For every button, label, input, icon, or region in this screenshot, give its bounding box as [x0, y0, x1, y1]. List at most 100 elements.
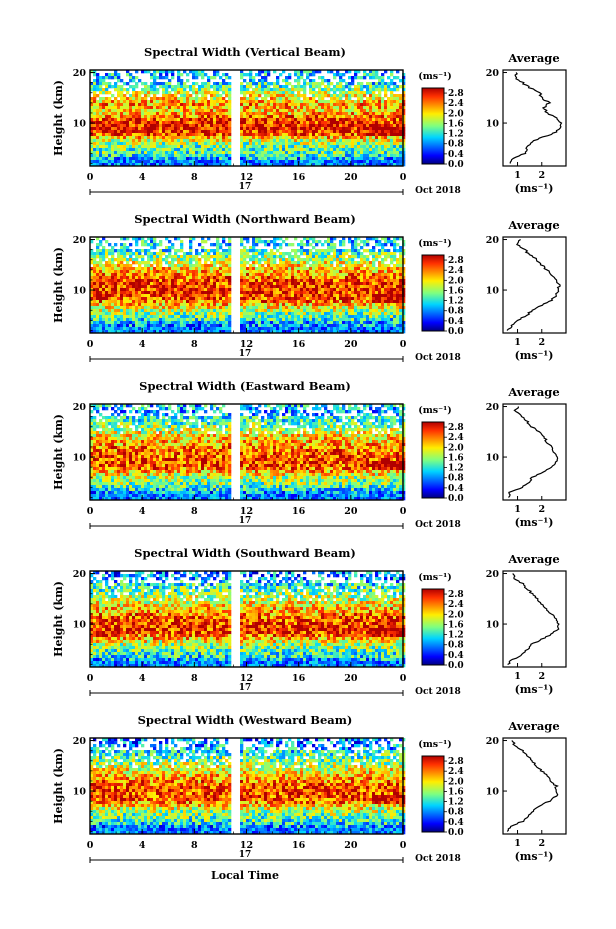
- colorbar-tick-label: 0.4: [448, 818, 464, 828]
- x-tick-label: 0: [87, 506, 94, 517]
- x-tick-label: 12: [240, 172, 253, 183]
- x-tick-label: 0: [400, 172, 407, 183]
- profile-x-label: (ms⁻¹): [515, 683, 554, 696]
- x-tick-label: 20: [344, 506, 358, 517]
- y-tick-label: 20: [73, 235, 87, 246]
- x-tick-label: 16: [292, 506, 306, 517]
- colorbar-tick-label: 2.0: [448, 109, 464, 119]
- colorbar-tick-label: 2.0: [448, 276, 464, 286]
- colorbar-tick-label: 0.8: [448, 808, 464, 818]
- y-tick-label: 20: [73, 68, 87, 79]
- profile-x-tick-label: 2: [538, 504, 545, 515]
- x-tick-label: 16: [292, 172, 306, 183]
- profile-line: [506, 239, 561, 331]
- colorbar-tick-label: 2.8: [448, 423, 464, 433]
- colorbar-tick-label: 0.0: [448, 661, 464, 671]
- panel-title: Spectral Width (Vertical Beam): [144, 45, 346, 59]
- date-label: Oct 2018: [415, 353, 461, 363]
- profile-x-tick-label: 1: [514, 838, 521, 849]
- colorbar-tick-label: 2.4: [448, 600, 464, 610]
- x-tick-label: 20: [344, 673, 358, 684]
- x-tick-label: 12: [240, 506, 253, 517]
- x-tick-label: 12: [240, 840, 253, 851]
- y-tick-label: 10: [73, 286, 87, 297]
- heatmap-image: [90, 738, 406, 835]
- x-tick-label: 8: [191, 506, 198, 517]
- x-tick-label: 0: [400, 673, 407, 684]
- colorbar-unit-label: (ms⁻¹): [418, 572, 452, 583]
- colorbar-tick-label: 2.4: [448, 433, 464, 443]
- y-axis-label: Height (km): [52, 748, 65, 824]
- y-tick-label: 10: [73, 119, 87, 130]
- panel-title: Spectral Width (Westward Beam): [138, 713, 353, 727]
- profile-frame: [502, 236, 567, 334]
- profile-x-tick-label: 2: [538, 170, 545, 181]
- profile-y-tick-label: 10: [486, 119, 500, 130]
- x-tick-label: 4: [139, 339, 146, 350]
- profile-x-label: (ms⁻¹): [515, 182, 554, 195]
- colorbar-unit-label: (ms⁻¹): [418, 71, 452, 82]
- y-tick-label: 20: [73, 736, 87, 747]
- panel-2: Spectral Width (Eastward Beam)1020Height…: [52, 379, 567, 530]
- profile-x-tick-label: 2: [538, 337, 545, 348]
- colorbar: [421, 588, 445, 666]
- colorbar-tick-label: 0.0: [448, 327, 464, 337]
- panel-1: Spectral Width (Northward Beam)1020Heigh…: [52, 212, 567, 363]
- colorbar-tick-label: 2.4: [448, 767, 464, 777]
- profile-y-tick-label: 10: [486, 453, 500, 464]
- profile-y-tick-label: 10: [486, 787, 500, 798]
- colorbar: [421, 755, 445, 833]
- colorbar-tick-label: 1.2: [448, 297, 464, 307]
- colorbar-tick-label: 2.8: [448, 757, 464, 767]
- profile-line: [507, 573, 560, 666]
- colorbar-unit-label: (ms⁻¹): [418, 739, 452, 750]
- x-tick-label: 4: [139, 840, 146, 851]
- profile-title: Average: [507, 218, 559, 232]
- colorbar-tick-label: 0.4: [448, 317, 464, 327]
- panel-0: Spectral Width (Vertical Beam)1020Height…: [52, 45, 567, 196]
- x-tick-label: 8: [191, 673, 198, 684]
- colorbar-tick-label: 0.4: [448, 150, 464, 160]
- colorbar-tick-label: 1.2: [448, 631, 464, 641]
- colorbar-tick-label: 1.6: [448, 286, 464, 296]
- colorbar-tick-label: 2.0: [448, 777, 464, 787]
- x-tick-label: 16: [292, 840, 306, 851]
- y-axis-label: Height (km): [52, 581, 65, 657]
- colorbar-tick-label: 0.8: [448, 140, 464, 150]
- x-tick-label: 20: [344, 172, 358, 183]
- x-tick-label: 4: [139, 172, 146, 183]
- profile-y-tick-label: 10: [486, 620, 500, 631]
- y-tick-label: 10: [73, 620, 87, 631]
- x-tick-label: 8: [191, 339, 198, 350]
- colorbar: [421, 254, 445, 332]
- panel-4: Spectral Width (Westward Beam) 10 20 Height…: [52, 713, 567, 864]
- x-tick-label: 12: [240, 673, 253, 684]
- profile-title: Average: [507, 385, 559, 399]
- profile-title: Average: [507, 719, 559, 733]
- profile-x-tick-label: 1: [514, 671, 521, 682]
- day-label: 17: [239, 516, 252, 526]
- colorbar-tick-label: 0.0: [448, 494, 464, 504]
- colorbar: [421, 421, 445, 499]
- heatmap-image: [90, 571, 406, 668]
- x-tick-label: 0: [400, 339, 407, 350]
- x-tick-label: 20: [344, 339, 358, 350]
- y-tick-label: 10: [73, 787, 87, 798]
- x-tick-label: 0: [87, 172, 94, 183]
- profile-title: Average: [507, 51, 559, 65]
- colorbar-tick-label: 2.8: [448, 590, 464, 600]
- profile-y-tick-label: 20: [486, 736, 500, 747]
- y-tick-label: 20: [73, 569, 87, 580]
- colorbar-tick-label: 0.8: [448, 641, 464, 651]
- x-tick-label: 0: [400, 506, 407, 517]
- y-axis-label: Height (km): [52, 414, 65, 490]
- profile-x-label: (ms⁻¹): [515, 349, 554, 362]
- profile-line: [508, 406, 559, 498]
- date-label: Oct 2018: [415, 854, 461, 864]
- y-tick-label: 10: [73, 453, 87, 464]
- profile-line: [509, 72, 563, 164]
- date-label: Oct 2018: [415, 687, 461, 697]
- x-axis-label: Local Time: [211, 869, 279, 882]
- colorbar-tick-label: 0.0: [448, 828, 464, 838]
- profile-y-tick-label: 20: [486, 235, 500, 246]
